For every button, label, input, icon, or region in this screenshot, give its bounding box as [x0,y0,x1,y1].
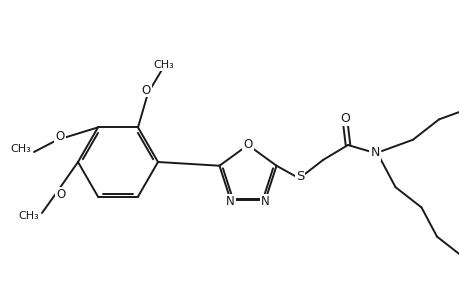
Text: S: S [295,169,303,182]
Text: O: O [339,112,349,124]
Text: N: N [261,195,269,208]
Text: O: O [243,139,252,152]
Text: CH₃: CH₃ [153,60,174,70]
Text: CH₃: CH₃ [18,211,39,221]
Text: O: O [56,188,66,200]
Text: N: N [225,195,234,208]
Text: O: O [141,83,150,97]
Text: CH₃: CH₃ [10,144,31,154]
Text: O: O [55,130,64,142]
Text: N: N [369,146,379,160]
